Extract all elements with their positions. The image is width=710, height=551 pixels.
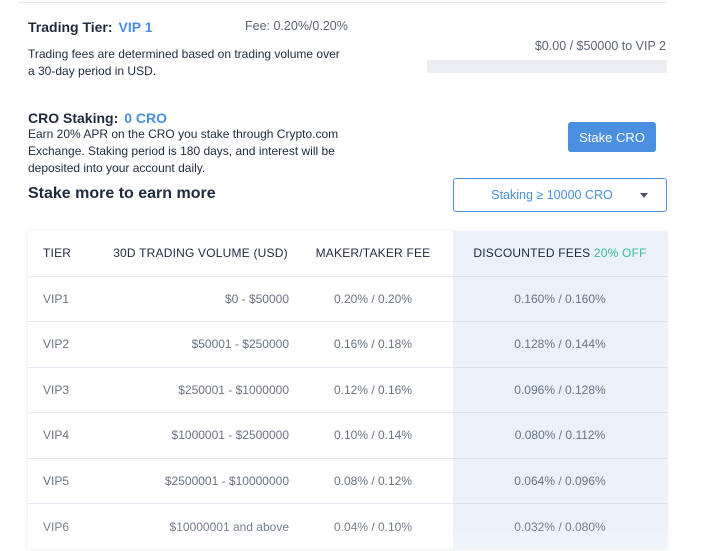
cell-tier: VIP1 xyxy=(28,275,108,322)
cell-fee: 0.04% / 0.10% xyxy=(293,503,453,549)
header-volume: 30D TRADING VOLUME (USD) xyxy=(113,246,288,261)
progress-text: $0.00 / $50000 to VIP 2 xyxy=(534,39,666,53)
cell-tier: VIP4 xyxy=(28,412,108,458)
cell-tier: VIP3 xyxy=(28,366,108,413)
stake-more-heading: Stake more to earn more xyxy=(28,185,216,202)
header-fee: MAKER/TAKER FEE xyxy=(315,246,431,261)
trading-tier-row: Trading Tier: VIP 1 xyxy=(28,19,153,35)
cro-staking-row: CRO Staking: 0 CRO xyxy=(28,110,167,126)
cell-volume: $250001 - $1000000 xyxy=(108,366,293,413)
cro-staking-description: Earn 20% APR on the CRO you stake throug… xyxy=(28,127,339,175)
cell-tier: VIP5 xyxy=(28,457,108,504)
cell-discounted: 0.032% / 0.080% xyxy=(453,503,667,549)
cell-fee: 0.12% / 0.16% xyxy=(293,366,453,413)
cell-tier: VIP6 xyxy=(28,503,108,549)
current-fee: Fee: 0.20%/0.20% xyxy=(245,19,348,33)
cell-fee: 0.08% / 0.12% xyxy=(293,457,453,504)
cell-tier: VIP2 xyxy=(28,321,108,367)
stake-cro-button[interactable]: Stake CRO xyxy=(568,122,656,152)
trading-tier-label: Trading Tier: xyxy=(28,19,113,35)
tier-progress-bar xyxy=(427,60,667,73)
cell-discounted: 0.160% / 0.160% xyxy=(453,275,667,322)
header-discounted: DISCOUNTED FEES 20% OFF xyxy=(453,231,667,276)
header-off-badge: 20% OFF xyxy=(593,246,647,261)
header-discounted-label: DISCOUNTED FEES xyxy=(473,246,591,261)
staking-level-select[interactable]: Staking ≥ 10000 CRO xyxy=(453,178,667,212)
cell-volume: $0 - $50000 xyxy=(108,275,293,322)
chevron-down-icon xyxy=(640,192,648,198)
top-divider xyxy=(18,0,667,3)
cro-staking-value: 0 CRO xyxy=(124,110,168,126)
cell-discounted: 0.128% / 0.144% xyxy=(453,321,667,367)
cell-volume: $10000001 and above xyxy=(108,503,293,549)
cell-volume: $50001 - $250000 xyxy=(108,321,293,367)
cro-staking-label: CRO Staking: xyxy=(28,110,119,126)
cell-discounted: 0.096% / 0.128% xyxy=(453,366,667,413)
table-row: VIP5 $2500001 - $10000000 0.08% / 0.12% 0.0… xyxy=(28,457,667,504)
table-row: VIP6 $10000001 and above 0.04% / 0.10% 0.03… xyxy=(28,503,667,549)
trading-tier-description: Trading fees are determined based on tra… xyxy=(28,47,340,78)
table-row: VIP4 $1000001 - $2500000 0.10% / 0.14% 0.08… xyxy=(28,412,667,458)
fee-table: TIER 30D TRADING VOLUME (USD) MAKER/TAKE… xyxy=(28,231,667,549)
cell-fee: 0.10% / 0.14% xyxy=(293,412,453,458)
table-row: VIP2 $50001 - $250000 0.16% / 0.18% 0.128% … xyxy=(28,321,667,367)
fee-table-card: TIER 30D TRADING VOLUME (USD) MAKER/TAKE… xyxy=(28,231,667,549)
cell-fee: 0.16% / 0.18% xyxy=(293,321,453,367)
cell-volume: $1000001 - $2500000 xyxy=(108,412,293,458)
table-row: VIP1 $0 - $50000 0.20% / 0.20% 0.160% / 0.1… xyxy=(28,275,667,322)
cell-fee: 0.20% / 0.20% xyxy=(293,275,453,322)
staking-select-value: Staking ≥ 10000 CRO xyxy=(491,188,613,202)
table-row: VIP3 $250001 - $1000000 0.12% / 0.16% 0.096… xyxy=(28,366,667,413)
table-header-row: TIER 30D TRADING VOLUME (USD) MAKER/TAKE… xyxy=(28,231,667,276)
header-tier: TIER xyxy=(43,246,72,261)
cell-volume: $2500001 - $10000000 xyxy=(108,457,293,504)
trading-tier-value: VIP 1 xyxy=(118,19,153,35)
cell-discounted: 0.080% / 0.112% xyxy=(453,412,667,458)
cell-discounted: 0.064% / 0.096% xyxy=(453,457,667,504)
